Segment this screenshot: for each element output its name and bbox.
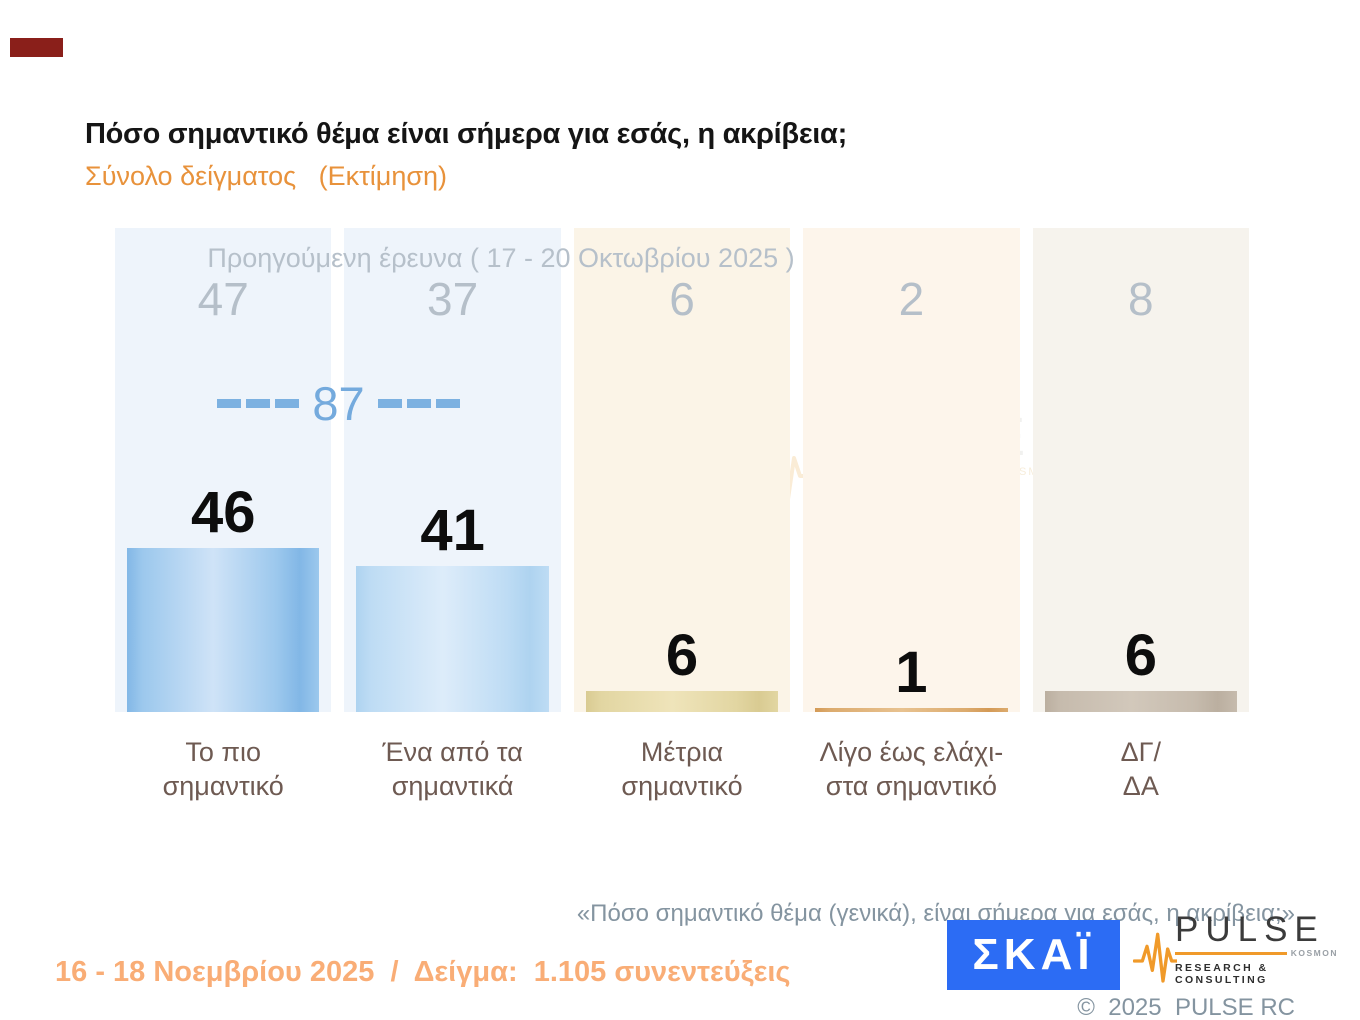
bar-value-label: 6 xyxy=(665,623,699,688)
previous-value: 47 xyxy=(197,273,249,325)
category-label: Το πιο σημαντικό xyxy=(162,737,284,801)
footnote-question: «Πόσο σημαντικό θέμα (γενικά), είναι σήμ… xyxy=(576,900,1295,928)
footnote: «Πόσο σημαντικό θέμα (γενικά), είναι σήμ… xyxy=(577,836,1295,1020)
bar-value-label: 41 xyxy=(420,498,485,563)
pulse-logo: PULSE KOSMON RESEARCH & CONSULTING xyxy=(1133,908,1338,1000)
sum-annotation: 87 xyxy=(115,380,562,427)
dash-line-left xyxy=(217,399,300,408)
skai-logo-text: ΣΚΑΪ xyxy=(972,930,1095,979)
bar xyxy=(585,691,779,712)
skai-logo: ΣΚΑΪ xyxy=(947,920,1120,990)
chart-column: 37 41 xyxy=(344,228,561,712)
pulse-logo-subtitle: RESEARCH & CONSULTING xyxy=(1175,962,1269,986)
footnote-copyright: © 2025 PULSE RC xyxy=(1077,993,1295,1020)
chart-subtitle: Σύνολο δείγματος (Εκτίμηση) xyxy=(85,161,448,191)
chart-column: 2 1 xyxy=(803,228,1020,712)
pulse-logo-line xyxy=(1175,951,1287,955)
chart-column: 8 6 xyxy=(1032,228,1250,712)
previous-value: 6 xyxy=(669,273,695,325)
fieldwork-info: 16 - 18 Νοεμβρίου 2025 / Δείγμα: 1.105 σ… xyxy=(55,956,791,988)
accent-rectangle xyxy=(10,38,63,57)
chart-area: 47 46 37 41 6 6 2 1 8 6 xyxy=(115,228,1250,712)
pulse-logo-kosmon: KOSMON xyxy=(1290,948,1338,958)
category-label: Λίγο έως ελάχι- στα σημαντικό xyxy=(819,737,1004,801)
bar-value-label: 6 xyxy=(1124,623,1157,688)
bar xyxy=(1044,691,1238,712)
previous-value: 2 xyxy=(898,273,925,325)
previous-value: 8 xyxy=(1128,273,1154,325)
bar-value-label: 46 xyxy=(190,480,256,545)
category-label: Ένα από τα σημαντικά xyxy=(382,737,523,801)
chart-column: 6 6 xyxy=(573,228,791,712)
bar xyxy=(126,548,320,712)
bar xyxy=(356,566,549,712)
category-label: Μέτρια σημαντικό xyxy=(621,737,743,801)
dash-line-right xyxy=(377,399,460,408)
category-axis: Το πιο σημαντικό Ένα από τα σημαντικά Μέ… xyxy=(115,736,1249,804)
pulse-waveform-icon xyxy=(1133,932,1177,983)
sum-annotation-value: 87 xyxy=(312,377,365,430)
chart-column: 47 46 xyxy=(115,228,332,712)
bar xyxy=(815,708,1008,712)
previous-value: 37 xyxy=(427,273,479,325)
previous-survey-header: Προηγούμενη έρευνα ( 17 - 20 Οκτωβρίου 2… xyxy=(207,243,795,273)
category-label: ΔΓ/ ΔΑ xyxy=(1120,737,1162,801)
pulse-logo-text: PULSE xyxy=(1175,910,1325,949)
chart-title: Πόσο σημαντικό θέμα είναι σήμερα για εσά… xyxy=(85,118,847,150)
bar-value-label: 1 xyxy=(895,640,928,705)
